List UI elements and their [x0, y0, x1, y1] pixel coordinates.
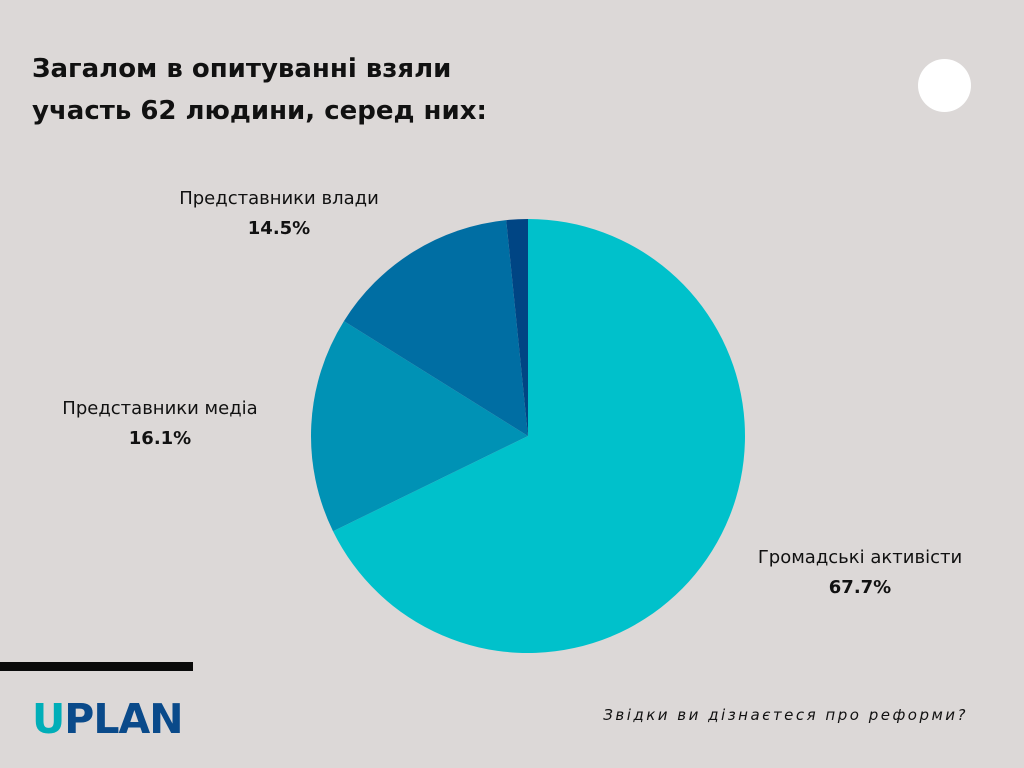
logo-letter-u: U — [32, 695, 65, 743]
slice-value-aktyvisty: 67.7% — [828, 577, 892, 598]
pie-slice-vlady — [343, 220, 528, 436]
footer-tagline: Звідки ви дізнаєтеся про реформи? — [603, 706, 968, 724]
pie-slice-media — [310, 321, 528, 532]
slice-name-vlady: Представники влади — [179, 188, 379, 209]
slice-value-media: 16.1% — [128, 428, 192, 449]
slice-name-aktyvisty: Громадські активісти — [757, 547, 963, 568]
slice-name-media: Представники медіа — [62, 398, 258, 419]
uplan-logo: UPLAN — [32, 695, 184, 743]
title-line-1: Загалом в опитуванні взяли — [32, 54, 452, 84]
page-title: Загалом в опитуванні взяли участь 62 люд… — [32, 48, 592, 132]
slice-value-vlady: 14.5% — [247, 218, 311, 239]
decorative-circle — [918, 59, 971, 112]
slice-label-aktyvisty: Громадські активісти 67.7% — [740, 543, 980, 603]
logo-letters-plan: PLAN — [64, 695, 183, 743]
slice-label-media: Представники медіа 16.1% — [40, 394, 280, 454]
pie-slice-other — [506, 219, 528, 436]
pie-slice-aktyvisty — [333, 219, 745, 653]
title-line-2: участь 62 людини, серед них: — [32, 96, 487, 126]
divider-bar — [0, 662, 193, 671]
slice-label-vlady: Представники влади 14.5% — [150, 184, 408, 244]
